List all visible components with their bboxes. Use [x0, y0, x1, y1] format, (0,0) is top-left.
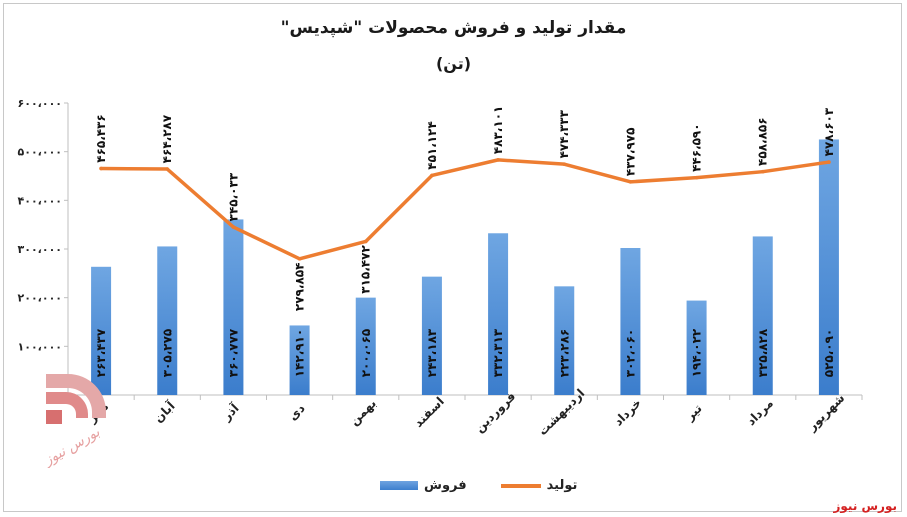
- data-label-production: ۳۴۵،۰۳۳: [226, 172, 240, 221]
- x-category-label: بهمن: [347, 396, 379, 428]
- point-production: [363, 239, 368, 244]
- chart-frame: [3, 3, 902, 512]
- bar-sales: [554, 286, 575, 395]
- x-category-label: اسفند: [411, 394, 447, 430]
- point-production: [430, 173, 434, 178]
- data-label-production: ۴۷۴،۳۳۳: [557, 109, 571, 158]
- bar-sales: [488, 233, 509, 395]
- data-label-sales: ۵۲۵،۰۹۰: [822, 329, 836, 378]
- legend: فروش تولید: [380, 478, 577, 493]
- legend-swatch-sales: [380, 481, 418, 490]
- y-tick-label: ۶۰۰،۰۰۰: [18, 97, 62, 110]
- y-tick-label: ۵۰۰،۰۰۰: [18, 146, 62, 159]
- point-production: [165, 167, 170, 171]
- point-production: [562, 162, 567, 166]
- legend-item-production: تولید: [500, 478, 578, 493]
- line-production: [99, 158, 831, 261]
- data-label-sales: ۳۰۵،۲۷۵: [160, 329, 174, 378]
- data-label-sales: ۲۴۳،۱۸۳: [425, 328, 439, 377]
- x-category-label: خرداد: [611, 396, 644, 429]
- point-production: [297, 257, 302, 261]
- data-label-production: ۴۳۷،۹۷۵: [623, 128, 637, 177]
- data-label-sales: ۱۹۴،۰۲۲: [690, 328, 704, 377]
- data-label-production: ۴۵۱،۱۲۴: [425, 121, 439, 170]
- point-production: [694, 175, 699, 180]
- legend-label-production: تولید: [546, 478, 578, 493]
- x-category-label: تیر: [682, 401, 705, 424]
- bar-sales: [686, 300, 707, 395]
- bar-sales: [91, 266, 112, 395]
- data-label-production: ۴۵۸،۸۵۶: [756, 117, 770, 166]
- data-label-sales: ۱۴۲،۹۱۰: [293, 329, 307, 378]
- data-label-sales: ۳۳۲،۳۱۳: [491, 328, 505, 377]
- chart-title: مقدار تولید و فروش محصولات "شپدیس": [280, 18, 627, 38]
- data-label-production: ۴۷۸،۶۰۳: [822, 107, 836, 156]
- bar-sales: [355, 297, 376, 395]
- x-category-label: آبان: [151, 398, 179, 426]
- y-tick-label: ۱۰۰،۰۰۰: [18, 340, 62, 353]
- chart-subtitle: (تن): [435, 54, 472, 73]
- x-category-label: فروردین: [472, 389, 519, 436]
- y-tick-label: ۲۰۰،۰۰۰: [18, 292, 62, 305]
- point-production: [760, 169, 765, 174]
- data-label-production: ۴۸۳،۱۰۱: [491, 106, 505, 155]
- point-production: [827, 160, 831, 164]
- data-label-production: ۴۶۵،۴۳۶: [94, 114, 108, 163]
- y-tick-label: ۳۰۰،۰۰۰: [18, 243, 62, 256]
- legend-label-sales: فروش: [424, 478, 467, 493]
- legend-swatch-production: [500, 483, 541, 488]
- bar-sales: [620, 247, 641, 395]
- boursenews-logo: بورس نیوز: [40, 374, 106, 468]
- bar-sales: [752, 236, 773, 395]
- data-label-sales: ۲۶۳،۴۳۷: [94, 328, 108, 377]
- data-label-production: ۴۶۴،۲۸۷: [160, 114, 174, 163]
- data-label-sales: ۳۲۵،۸۲۸: [756, 328, 770, 377]
- bar-sales: [818, 139, 839, 395]
- y-tick-label: ۴۰۰،۰۰۰: [18, 194, 62, 207]
- data-label-sales: ۳۶۰،۷۷۷: [226, 328, 240, 377]
- bar-sales: [289, 325, 310, 395]
- data-label-production: ۲۷۹،۸۵۴: [293, 263, 307, 312]
- data-label-production: ۳۱۵،۴۷۲: [359, 245, 373, 294]
- data-label-sales: ۳۰۲،۰۶۰: [623, 329, 637, 378]
- bar-sales: [421, 276, 442, 395]
- svg-text:بورس نیوز: بورس نیوز: [40, 424, 103, 468]
- source-label: بورس نیوز: [833, 499, 897, 513]
- bar-sales: [157, 246, 178, 395]
- data-label-production: ۴۴۶،۵۹۰: [690, 123, 704, 172]
- point-production: [231, 225, 236, 229]
- legend-item-sales: فروش: [380, 478, 467, 493]
- data-label-sales: ۲۰۰،۰۶۵: [359, 329, 373, 378]
- x-category-label: آذر: [218, 400, 242, 424]
- x-category-label: دی: [286, 401, 308, 423]
- x-category-label: شهریور: [804, 391, 848, 435]
- bar-sales: [223, 219, 244, 395]
- point-production: [628, 180, 633, 184]
- x-category-label: مرداد: [744, 396, 776, 428]
- point-production: [496, 158, 500, 162]
- point-production: [99, 166, 103, 171]
- data-label-sales: ۲۲۳،۲۸۶: [557, 329, 571, 378]
